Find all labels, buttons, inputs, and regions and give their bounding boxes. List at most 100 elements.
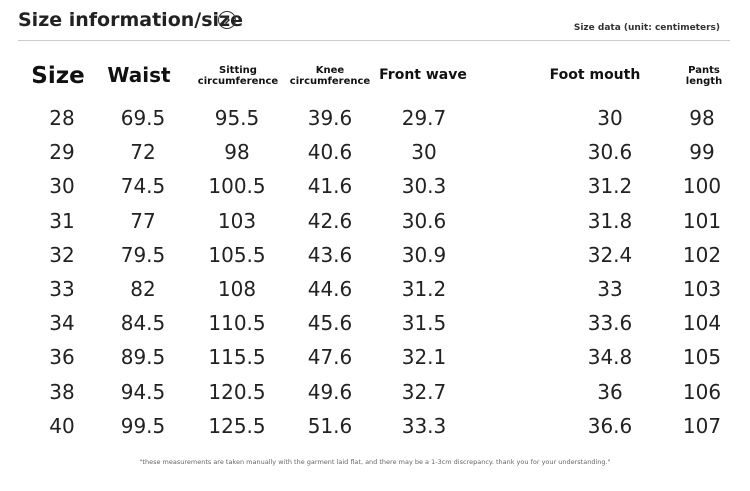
table-cell: 106: [682, 379, 722, 404]
column-header-label: Pants length: [685, 65, 723, 87]
column-header-front-wave: Front wave: [379, 68, 467, 83]
table-cell: 102: [682, 242, 722, 267]
measurement-disclaimer: "these measurements are taken manually w…: [139, 458, 611, 466]
table-cell: 107: [682, 413, 722, 438]
table-cell: 33: [597, 277, 623, 301]
table-cell: 36: [597, 379, 623, 404]
column-header-knee-circumference: Knee circumference: [289, 65, 371, 87]
table-cell: 42.6: [307, 208, 353, 233]
column-header-size: Size: [31, 64, 84, 88]
table-cell: 40: [49, 413, 75, 438]
table-cell: 41.6: [307, 174, 353, 199]
table-cell: 31: [49, 208, 75, 233]
table-cell: 101: [682, 208, 722, 233]
table-cell: 94.5: [120, 379, 166, 404]
header: Size information/size Size data (unit: c…: [0, 0, 750, 42]
table-cell: 99.5: [120, 413, 166, 438]
table-cell: 36: [49, 345, 75, 370]
table-cell: 110.5: [208, 311, 266, 336]
table-cell: 105.5: [208, 242, 266, 267]
table-row: 31 77 103 42.6 30.6 31.8 101: [0, 209, 750, 243]
table-cell: 34: [49, 311, 75, 336]
table-row: 30 74.5 100.5 41.6 30.3 31.2 100: [0, 174, 750, 208]
table-cell: 34.8: [587, 345, 633, 370]
table-cell: 32.1: [401, 345, 447, 370]
table-cell: 45.6: [307, 311, 353, 336]
header-divider: [18, 40, 730, 41]
table-cell: 30: [411, 140, 437, 165]
table-cell: 30: [597, 106, 623, 130]
table-cell: 32.4: [587, 242, 633, 267]
table-cell: 100.5: [208, 174, 266, 199]
table-cell: 98: [689, 106, 715, 130]
table-cell: 31.8: [587, 208, 633, 233]
table-cell: 31.2: [401, 277, 447, 301]
table-cell: 125.5: [208, 413, 266, 438]
table-cell: 30: [49, 174, 75, 199]
table-cell: 43.6: [307, 242, 353, 267]
table-cell: 100: [682, 174, 722, 199]
table-cell: 47.6: [307, 345, 353, 370]
column-header-label: Sitting circumference: [197, 65, 279, 87]
column-header-label: Waist: [107, 63, 171, 87]
table-cell: 74.5: [120, 174, 166, 199]
table-cell: 49.6: [307, 379, 353, 404]
table-cell: 120.5: [208, 379, 266, 404]
column-header-label: Knee circumference: [289, 65, 371, 87]
table-cell: 95.5: [214, 106, 260, 130]
table-cell: 29.7: [401, 106, 447, 130]
table-cell: 32.7: [401, 379, 447, 404]
column-header-foot-mouth: Foot mouth: [550, 68, 641, 83]
table-row: 29 72 98 40.6 30 30.6 99: [0, 140, 750, 174]
table-cell: 40.6: [307, 140, 353, 165]
table-cell: 82: [130, 277, 156, 301]
column-header-label: Foot mouth: [549, 67, 641, 83]
table-cell: 30.6: [587, 140, 633, 165]
table-cell: 30.9: [401, 242, 447, 267]
table-row: 40 99.5 125.5 51.6 33.3 36.6 107: [0, 414, 750, 448]
table-cell: 29: [49, 140, 75, 165]
table-cell: 38: [49, 379, 75, 404]
table-cell: 33: [49, 277, 75, 301]
unit-note: Size data (unit: centimeters): [573, 23, 720, 33]
page-title: Size information/size: [18, 9, 243, 31]
table-cell: 33.6: [587, 311, 633, 336]
table-cell: 99: [689, 140, 715, 165]
chevron-right-circle-icon[interactable]: [218, 11, 236, 29]
table-cell: 30.6: [401, 208, 447, 233]
table-cell: 105: [682, 345, 722, 370]
table-cell: 108: [217, 277, 257, 301]
table-cell: 89.5: [120, 345, 166, 370]
column-header-label: Size: [31, 63, 85, 89]
table-cell: 32: [49, 242, 75, 267]
table-cell: 36.6: [587, 413, 633, 438]
column-header-sitting-circumference: Sitting circumference: [197, 65, 279, 87]
table-row: 36 89.5 115.5 47.6 32.1 34.8 105: [0, 345, 750, 379]
table-cell: 30.3: [401, 174, 447, 199]
table-cell: 104: [682, 311, 722, 336]
table-cell: 33.3: [401, 413, 447, 438]
table-row: 34 84.5 110.5 45.6 31.5 33.6 104: [0, 311, 750, 345]
table-row: 38 94.5 120.5 49.6 32.7 36 106: [0, 380, 750, 414]
table-cell: 115.5: [208, 345, 266, 370]
table-cell: 51.6: [307, 413, 353, 438]
table-row: 28 69.5 95.5 39.6 29.7 30 98: [0, 106, 750, 140]
table-cell: 84.5: [120, 311, 166, 336]
table-cell: 31.5: [401, 311, 447, 336]
table-cell: 103: [682, 277, 722, 301]
table-cell: 39.6: [307, 106, 353, 130]
table-cell: 77: [130, 208, 156, 233]
table-cell: 31.2: [587, 174, 633, 199]
column-header-pants-length: Pants length: [685, 65, 723, 87]
table-cell: 103: [217, 208, 257, 233]
table-row: 33 82 108 44.6 31.2 33 103: [0, 277, 750, 311]
column-header-label: Front wave: [379, 67, 467, 83]
table-cell: 98: [224, 140, 250, 165]
column-header-waist: Waist: [107, 65, 170, 86]
table-cell: 44.6: [307, 277, 353, 301]
table-row: 32 79.5 105.5 43.6 30.9 32.4 102: [0, 243, 750, 277]
table-cell: 72: [130, 140, 156, 165]
table-cell: 28: [49, 106, 75, 130]
table-cell: 69.5: [120, 106, 166, 130]
table-cell: 79.5: [120, 242, 166, 267]
